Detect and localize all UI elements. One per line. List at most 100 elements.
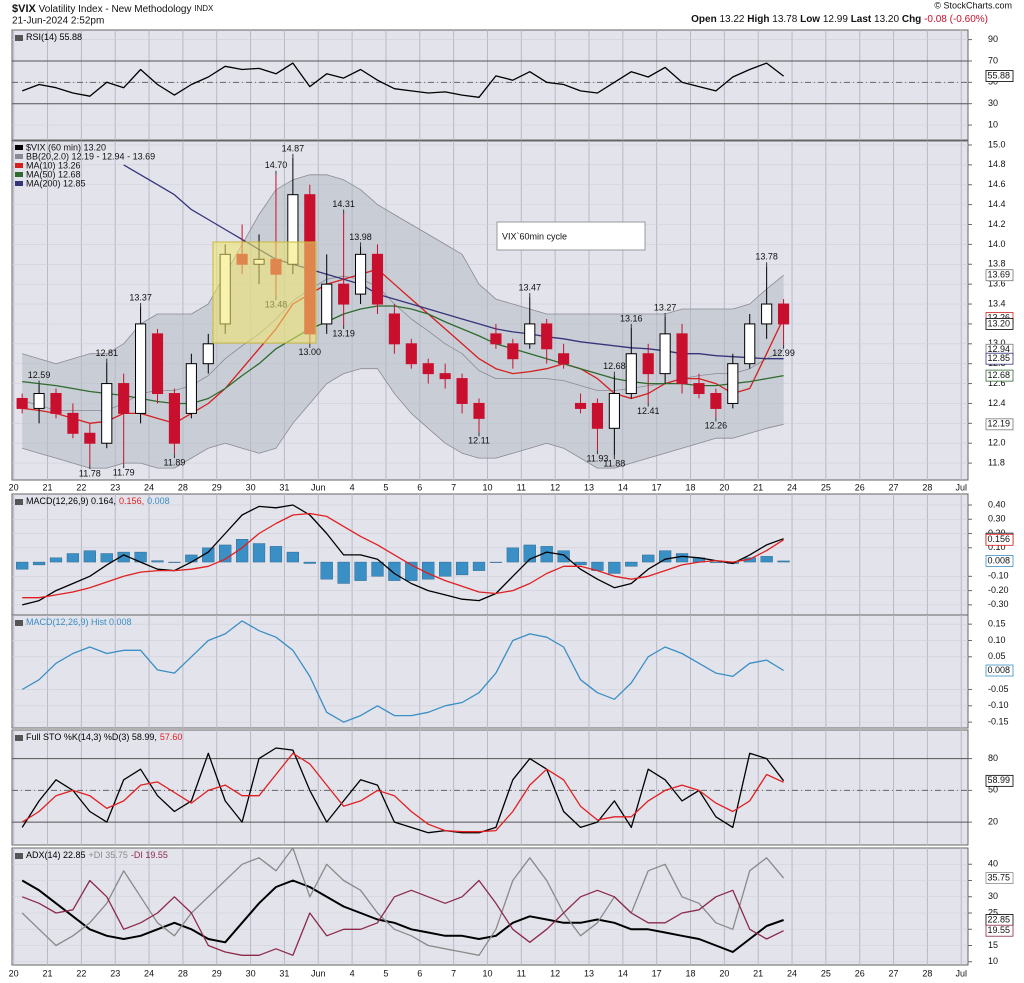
y-tick-label: 90 <box>988 34 998 44</box>
y-tick-label: 14.8 <box>988 159 1006 169</box>
y-tick-label: 0.15 <box>988 619 1006 629</box>
candle-body <box>118 383 130 414</box>
value-tag <box>985 664 1014 677</box>
candle-body <box>321 283 333 325</box>
x-tick-label: 11 <box>517 482 526 492</box>
value-tag <box>985 418 1014 431</box>
series-line <box>22 368 784 469</box>
series-line <box>22 174 784 365</box>
legend-label: MA(50) 12.68 <box>26 169 81 179</box>
x-tick-label: 20 <box>719 482 729 492</box>
legend: ADX(14) 22.85 +DI 35.75 -DI 19.55 <box>26 850 168 860</box>
x-tick-label: 22 <box>76 482 86 492</box>
x-tick-label: Jul <box>955 968 967 978</box>
band-area <box>22 174 784 469</box>
hist-bar <box>472 561 486 571</box>
hist-bar <box>252 543 266 563</box>
y-tick-label: 25 <box>988 907 998 917</box>
x-tick-label: 17 <box>652 482 662 492</box>
x-tick-label: 29 <box>212 482 222 492</box>
hist-bar <box>608 561 621 574</box>
candle-body <box>608 393 620 429</box>
value-tag <box>985 269 1014 282</box>
legend-label: MACD(12,26,9) Hist 0.008 <box>26 617 132 627</box>
y-tick-label: 14.4 <box>988 199 1006 209</box>
legend-label: MA(10) 13.26 <box>26 160 81 170</box>
y-tick-label: 40 <box>988 859 998 869</box>
x-tick-label: 30 <box>246 968 256 978</box>
hist-bar <box>66 553 80 563</box>
legend-swatch <box>15 172 23 177</box>
x-tick-label: 20 <box>9 482 19 492</box>
x-tick-label: 24 <box>144 968 154 978</box>
panel-background <box>11 847 969 966</box>
y-tick-label: 13.4 <box>988 298 1006 308</box>
legend-label: ADX(14) 22.85 <box>26 850 86 860</box>
quote-value: 12.99 <box>823 14 848 25</box>
hist-bar <box>506 547 519 563</box>
note-box <box>496 221 646 251</box>
value-tag <box>985 533 1014 546</box>
legend: MACD(12,26,9) 0.164, 0.156, 0.008 <box>26 496 170 506</box>
hist-bar <box>235 539 249 563</box>
candle-body <box>101 383 113 444</box>
legend-swatch <box>15 181 23 186</box>
annotation-label: 13.78 <box>755 252 778 262</box>
hist-bar <box>777 560 790 563</box>
x-tick-label: 20 <box>9 968 19 978</box>
annotation-label: 13.98 <box>349 232 372 242</box>
hist-bar <box>354 561 367 581</box>
y-tick-label: 12.6 <box>988 378 1006 388</box>
legend-label: RSI(14) 55.88 <box>26 32 82 42</box>
x-tick-label: 7 <box>451 968 456 978</box>
x-tick-label: 13 <box>584 482 594 492</box>
hist-bar <box>405 561 418 581</box>
x-tick-label: 21 <box>43 482 53 492</box>
value-tag-label: 12.85 <box>988 353 1011 363</box>
hist-bar <box>422 561 435 580</box>
candle-body <box>405 343 417 365</box>
candle-body <box>625 353 637 395</box>
hist-bar <box>32 561 46 566</box>
x-tick-label: 21 <box>43 968 53 978</box>
candle-body <box>761 303 773 325</box>
legend-swatch <box>15 145 23 150</box>
hist-bar <box>675 553 689 563</box>
series-line <box>22 512 784 599</box>
value-tag-label: 0.008 <box>988 665 1011 675</box>
annotation-label: 11.78 <box>79 468 101 478</box>
panels: 10 30 50 70 90 RSI(14) 55.88 55.88 11.8 12.0 12.2… <box>9 29 1014 978</box>
annotation-label: 12.99 <box>772 348 795 358</box>
quote-value: 13.22 <box>719 14 744 25</box>
panel-background <box>11 493 969 616</box>
hist-bar <box>185 554 198 563</box>
y-tick-label: 13.0 <box>988 338 1006 348</box>
candle-body <box>388 313 400 345</box>
quote: Open 13.22 High 13.78 Low 12.99 Last 13.… <box>691 14 988 25</box>
y-tick-label: 10 <box>988 119 998 129</box>
legend-swatch <box>15 154 23 159</box>
x-tick-label: 6 <box>417 968 422 978</box>
annotation-label: 12.41 <box>637 406 660 416</box>
value-tag <box>985 774 1014 787</box>
annotation-label: 13.27 <box>654 302 677 312</box>
y-tick-label: -0.10 <box>988 700 1009 710</box>
note-text: VIX`60min cycle <box>502 231 567 241</box>
annotation-label: 12.81 <box>95 348 118 358</box>
x-tick-label: 28 <box>178 968 188 978</box>
candle-body <box>202 343 214 365</box>
y-tick-label: -0.20 <box>988 585 1009 595</box>
y-tick-label: 0.30 <box>988 514 1006 524</box>
x-tick-label: 24 <box>144 482 154 492</box>
candle-body <box>67 412 79 434</box>
x-tick-label: 28 <box>922 968 932 978</box>
x-tick-label: 23 <box>110 968 120 978</box>
y-tick-label: 10 <box>988 956 998 966</box>
legend-label: -DI 19.55 <box>131 850 168 860</box>
panel-plot <box>12 30 968 140</box>
y-tick-label: 15 <box>988 940 998 950</box>
exchange: INDX <box>194 4 214 13</box>
x-tick-label: 18 <box>685 968 695 978</box>
value-tag-label: 22.85 <box>988 914 1011 924</box>
panel-background <box>11 729 969 846</box>
